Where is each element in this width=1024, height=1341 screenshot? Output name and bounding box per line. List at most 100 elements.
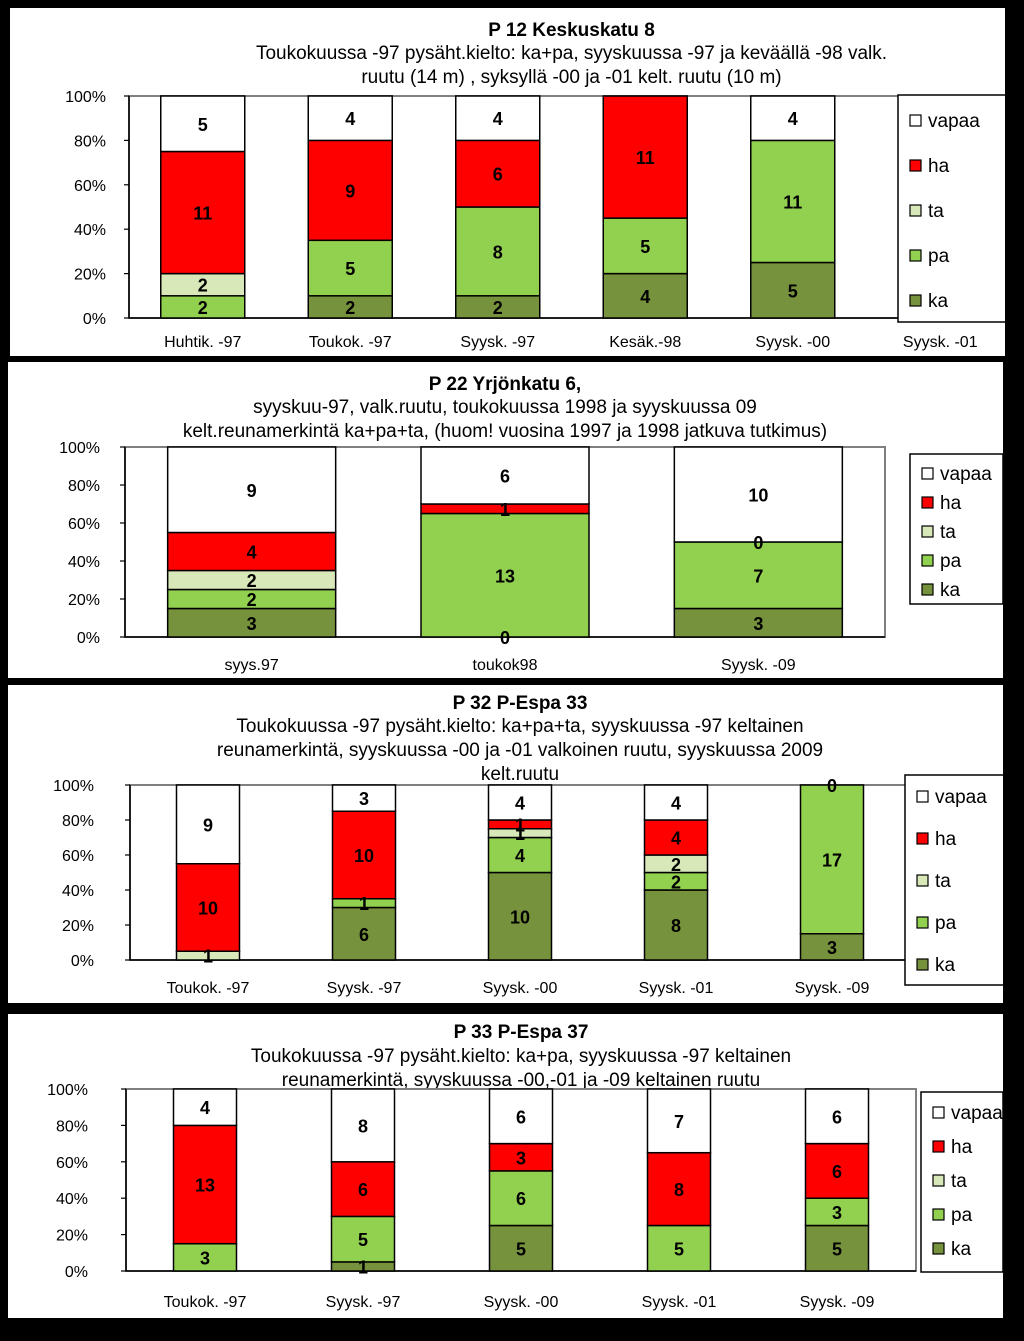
data-label-vapaa: 4 — [345, 109, 355, 129]
legend-label-ka: ka — [928, 291, 949, 312]
bar-segment-ha — [643, 819, 709, 856]
legend-swatch-vapaa — [932, 1106, 945, 1119]
legend-swatch-ha — [932, 1140, 945, 1153]
y-tick-label: 60% — [74, 178, 106, 195]
legend-label-pa: pa — [928, 246, 950, 267]
data-label-ta: 2 — [247, 571, 257, 591]
data-label-vapaa: 4 — [200, 1098, 210, 1118]
data-label-ka: 6 — [359, 925, 369, 945]
x-category-label: toukok98 — [473, 657, 538, 674]
y-tick-label: 20% — [74, 267, 106, 284]
data-label-ha: 11 — [193, 204, 212, 224]
data-label-vapaa: 4 — [671, 794, 681, 814]
x-category-label: Syysk. -97 — [327, 980, 402, 997]
chart-subtitle-line: Toukokuussa -97 pysäht.kielto: ka+pa, sy… — [251, 1046, 791, 1067]
bar-segment-ha — [331, 810, 397, 900]
bar-segment-ka — [331, 906, 397, 961]
data-label-vapaa: 8 — [358, 1116, 368, 1136]
chart-title: P 22 Yrjönkatu 6, — [429, 374, 581, 395]
chart-subtitle-line: syyskuu-97, valk.ruutu, toukokuussa 1998… — [253, 397, 757, 418]
data-label-vapaa: 9 — [203, 815, 213, 835]
y-tick-label: 0% — [77, 630, 100, 647]
chart-subtitle-line: reunamerkintä, syyskuussa -00,-01 ja -09… — [282, 1070, 760, 1091]
y-tick-label: 40% — [68, 554, 100, 571]
y-tick-label: 100% — [53, 778, 94, 795]
x-category-label: Syysk. -97 — [460, 334, 535, 351]
data-label-ka: 3 — [827, 938, 837, 958]
legend-swatch-ha — [909, 159, 922, 172]
data-label-vapaa: 6 — [516, 1107, 526, 1127]
legend-swatch-ta — [916, 874, 929, 887]
legend-label-ta: ta — [940, 522, 956, 543]
legend-label-ha: ha — [951, 1137, 973, 1158]
bar-segment-vapaa — [330, 1088, 396, 1163]
legend-swatch-ta — [921, 525, 934, 538]
data-label-ha: 10 — [354, 846, 374, 866]
bar-segment-ha — [455, 139, 541, 208]
legend-swatch-ta — [909, 204, 922, 217]
data-label-ka: 8 — [671, 916, 681, 936]
chart-title: P 32 P-Espa 33 — [453, 693, 588, 714]
chart-subtitle-line: kelt.ruutu — [481, 764, 559, 785]
bar-segment-ha — [175, 863, 241, 952]
bar-segment-vapaa — [487, 784, 553, 821]
bar-segment-pa — [799, 784, 865, 935]
data-label-vapaa: 4 — [493, 109, 503, 129]
data-label-vapaa: 4 — [788, 109, 798, 129]
data-label-ka: 10 — [510, 907, 530, 927]
bar-segment-ka — [602, 272, 688, 319]
y-tick-label: 0% — [71, 953, 94, 970]
data-label-pa: 1 — [359, 894, 369, 914]
chart-title: P 33 P-Espa 37 — [454, 1022, 589, 1043]
y-tick-label: 100% — [65, 89, 106, 106]
data-label-vapaa: 7 — [674, 1112, 684, 1132]
x-category-label: Syysk. -09 — [795, 980, 870, 997]
legend-swatch-ha — [921, 496, 934, 509]
y-tick-label: 40% — [62, 883, 94, 900]
x-category-label: Kesäk.-98 — [609, 334, 681, 351]
x-category-label: Toukok. -97 — [167, 980, 250, 997]
data-label-pa: 2 — [247, 590, 257, 610]
bar-segment-vapaa — [420, 446, 590, 505]
data-label-ha: 3 — [516, 1148, 526, 1168]
legend-swatch-pa — [921, 554, 934, 567]
data-label-ha: 4 — [671, 829, 681, 849]
bar-segment-pa — [750, 139, 836, 264]
data-label-ha: 13 — [195, 1176, 215, 1196]
bar-segment-ka — [488, 1224, 554, 1272]
data-label-pa: 5 — [640, 237, 650, 257]
chart-p22-svg: P 22 Yrjönkatu 6,syyskuu-97, valk.ruutu,… — [59, 374, 1003, 674]
y-tick-label: 20% — [56, 1228, 88, 1245]
bar-segment-ka — [799, 933, 865, 961]
bar-segment-pa — [673, 541, 844, 610]
legend-label-ka: ka — [935, 955, 956, 976]
bar-segment-ka — [643, 889, 709, 961]
bar-segment-vapaa — [646, 1088, 712, 1154]
x-category-label: Syysk. -09 — [800, 1294, 875, 1311]
bar-segment-ha — [602, 95, 688, 219]
legend-label-ta: ta — [935, 871, 951, 892]
y-tick-label: 60% — [68, 516, 100, 533]
data-label-ha: 0 — [753, 533, 763, 553]
bar-segment-ha — [307, 139, 393, 242]
y-tick-label: 80% — [56, 1118, 88, 1135]
legend-label-vapaa: vapaa — [940, 464, 992, 485]
bar-segment-pa — [602, 217, 688, 275]
data-label-ta: 2 — [198, 276, 208, 296]
bar-segment-ha — [160, 150, 246, 275]
legend-swatch-ka — [909, 294, 922, 307]
chart-subtitle-line: Toukokuussa -97 pysäht.kielto: ka+pa+ta,… — [236, 716, 803, 737]
x-category-label: Huhtik. -97 — [164, 334, 241, 351]
bar-segment-ha — [330, 1161, 396, 1218]
bar-segment-vapaa — [307, 95, 393, 142]
data-label-pa: 5 — [345, 259, 355, 279]
data-label-pa: 2 — [671, 872, 681, 892]
data-label-pa: 13 — [495, 566, 515, 586]
bar-segment-vapaa — [331, 784, 397, 812]
data-label-ka: 5 — [516, 1239, 526, 1259]
bar-segment-vapaa — [643, 784, 709, 821]
data-label-ha: 1 — [500, 500, 510, 520]
legend-swatch-ta — [932, 1174, 945, 1187]
